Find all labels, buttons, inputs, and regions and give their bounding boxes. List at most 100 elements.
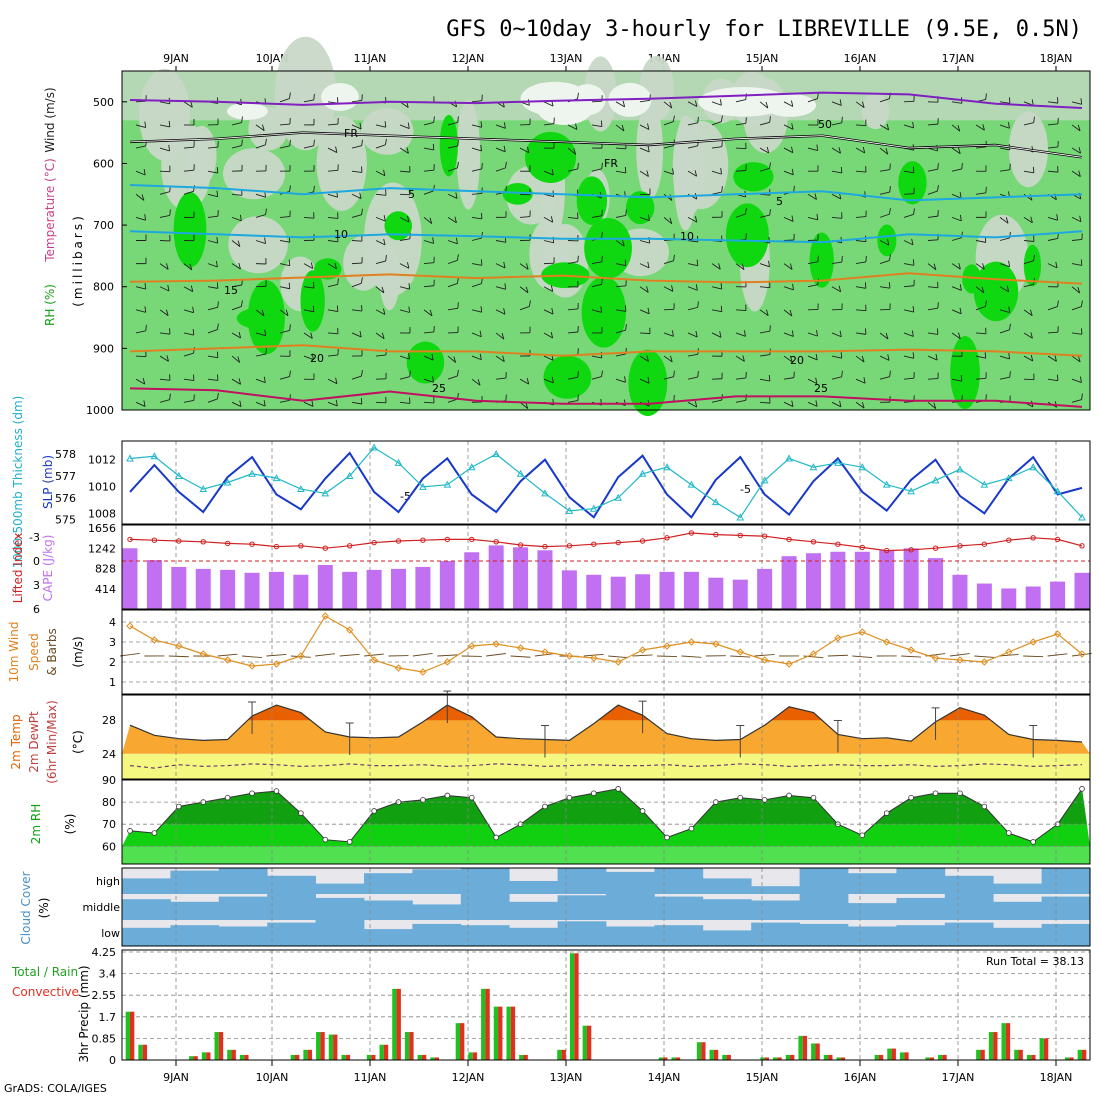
wind-barb-flag	[912, 305, 915, 313]
wind-barb	[1047, 238, 1058, 241]
rh2m-point-19	[590, 790, 597, 797]
precip-total-bar-6	[201, 1052, 207, 1060]
wind-barb	[687, 216, 698, 223]
wind-barb	[903, 193, 915, 195]
wind-barb-flag	[577, 255, 579, 262]
wind10-point-14	[468, 642, 476, 650]
rh2m-point-5	[249, 790, 255, 797]
wind-barb-flag	[238, 262, 241, 270]
wind-barb	[207, 170, 218, 174]
wind-barb	[927, 147, 938, 152]
wind-barb	[183, 400, 194, 403]
contour-label-10: 20	[790, 354, 804, 367]
isotherm-4	[129, 272, 1083, 285]
wind-barb-flag	[647, 214, 650, 221]
wind-barb	[711, 263, 721, 270]
cloud-middle-bar-7	[460, 894, 510, 920]
wind10-point-18	[565, 652, 574, 660]
wind-barb-flag	[719, 99, 722, 106]
slp-line	[129, 451, 1083, 519]
precip-total-bar-52	[785, 1054, 791, 1060]
wind-barb	[1071, 101, 1082, 105]
temp-area	[122, 705, 1090, 754]
wind-barb	[639, 286, 649, 293]
wind-barb	[279, 286, 290, 290]
wind-barb	[567, 124, 578, 130]
cloud-middle-bar-8	[509, 901, 558, 920]
cape-bar-34	[952, 574, 968, 609]
thickness-point-16	[516, 469, 525, 477]
wind-barb	[135, 124, 146, 128]
wind-barb	[471, 309, 482, 313]
wind-barb	[831, 216, 843, 219]
wind-barb-flag	[192, 329, 195, 336]
wind-barb	[399, 238, 410, 241]
wind-barb	[663, 308, 675, 311]
precip-total-bar-21	[392, 988, 397, 1060]
wind-barb-flag	[457, 277, 459, 284]
wind-barb-flag	[143, 168, 146, 176]
wind10-barb-8	[315, 653, 336, 657]
wind-barb	[639, 332, 651, 335]
wind-ylabel: Wind (m/s)	[43, 87, 57, 152]
wind-barb	[135, 170, 146, 176]
rh2m-point-28	[810, 794, 817, 801]
wind-barb	[255, 378, 266, 384]
precip-total-bar-20	[379, 1044, 384, 1060]
wind10-point-7	[297, 652, 305, 660]
wind-barb-flag	[1009, 323, 1011, 330]
cloud-middle-bar-12	[702, 899, 752, 920]
thickness-point-30	[858, 463, 867, 471]
li-point-36	[1006, 537, 1012, 543]
wind-barb-flag	[863, 377, 866, 384]
wind-barb-flag	[360, 277, 363, 284]
wind-barb	[783, 147, 794, 154]
wind-barb-flag	[672, 115, 675, 122]
wind-barb-flag	[407, 262, 410, 269]
precip-total-bar-64	[938, 1054, 943, 1060]
wind-barb-flag	[1078, 147, 1082, 154]
dewpoint-band	[122, 753, 1090, 779]
thickness-point-8	[321, 489, 330, 497]
rh-moist-region	[1023, 244, 1042, 287]
wind-barb	[663, 217, 673, 225]
wind-barb	[1071, 216, 1082, 223]
wind10-barb-37	[1023, 655, 1044, 658]
wind-barb-flag	[312, 305, 315, 312]
cloud-low-bar-8	[509, 927, 558, 946]
wind10-barb-5	[242, 655, 262, 659]
wind-barb	[447, 355, 456, 363]
thickness-point-21	[638, 469, 647, 477]
wind-barb	[999, 329, 1010, 334]
wind-barb	[1023, 260, 1034, 265]
li-point-33	[932, 545, 939, 551]
precip-conv-bar-42	[663, 1057, 668, 1060]
wind-barb	[423, 285, 434, 288]
wind-barb	[351, 401, 362, 405]
wind-barb	[327, 309, 338, 312]
wind-barb	[687, 332, 698, 338]
wind-barb-flag	[457, 369, 459, 376]
rh2m-point-26	[761, 797, 768, 803]
thickness-point-35	[980, 480, 989, 488]
wind-barb	[639, 170, 649, 177]
wind-barb-flag	[743, 330, 746, 337]
cloud-middle-bar-2	[218, 896, 268, 920]
precip-conv-bar-70	[1018, 1049, 1023, 1060]
thickness-point-18	[565, 506, 574, 514]
wind-barb	[351, 99, 362, 103]
wind-barb	[375, 332, 385, 340]
precip-conv-bar-64	[942, 1054, 947, 1060]
wind-barb-flag	[237, 356, 241, 363]
wind-barb	[639, 240, 650, 244]
wind-barb	[207, 263, 218, 268]
wind-barb	[255, 144, 266, 149]
wind-barb	[903, 285, 914, 288]
wind-barb	[543, 101, 554, 107]
wind-barb	[543, 332, 553, 339]
wind-barb-flag	[528, 300, 531, 307]
cloud-high-bar-1	[170, 870, 220, 894]
precip-ylabel-c: 3hr Precip (mm)	[77, 965, 91, 1062]
li-point-2	[176, 538, 182, 544]
precip-total-bar-75	[1077, 1049, 1082, 1060]
